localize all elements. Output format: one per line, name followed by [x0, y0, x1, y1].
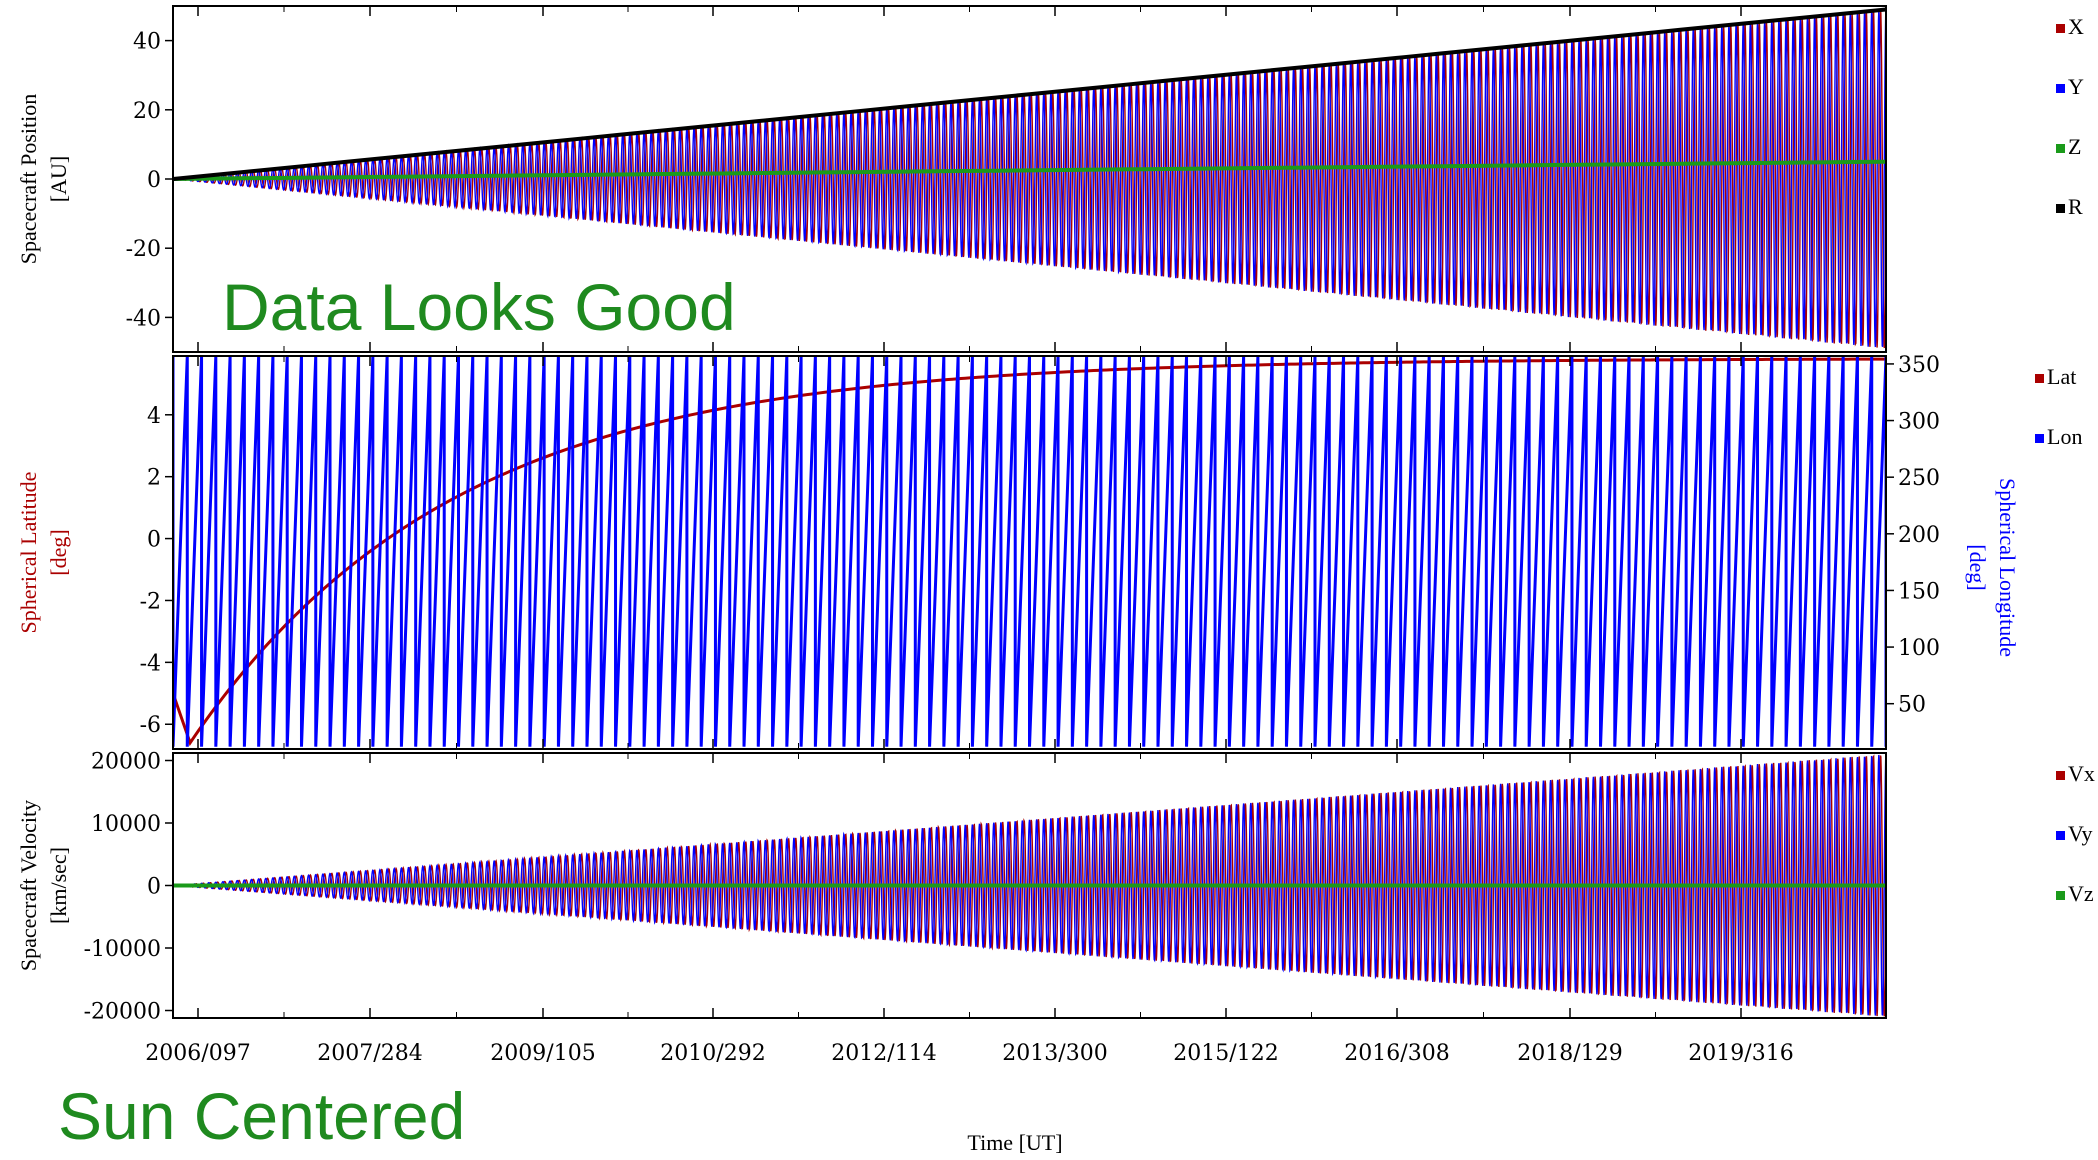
legend-label-Vx: Vx	[2068, 761, 2095, 786]
plot-area-position	[173, 7, 1886, 349]
y-right-axis-title: [deg]	[1965, 544, 1990, 590]
y-tick-label: 20	[133, 99, 161, 124]
y-axis-title: [km/sec]	[46, 847, 71, 924]
time-tick-label: 2007/284	[317, 1041, 422, 1066]
legend-label-Lon: Lon	[2047, 424, 2082, 449]
y-right-tick-label: 250	[1898, 466, 1940, 491]
y-tick-label: -6	[140, 713, 161, 738]
y-tick-label: 4	[147, 404, 161, 429]
legend-swatch-Vz	[2056, 891, 2065, 900]
data-looks-good-annotation: Data Looks Good	[222, 270, 736, 344]
panel-velocity: 20000 10000 0 -10000 -20000 Spacecraft Veloci…	[16, 750, 2095, 1025]
sun-centered-annotation: Sun Centered	[58, 1079, 466, 1153]
series-Vy	[173, 754, 1886, 1016]
legend-label-R: R	[2068, 194, 2083, 219]
plot-area-velocity	[173, 754, 1886, 1017]
y-right-tick-label: 150	[1898, 579, 1940, 604]
time-tick-label: 2019/316	[1688, 1041, 1793, 1066]
series-X	[173, 10, 1886, 349]
legend-label-Vz: Vz	[2068, 881, 2094, 906]
y-axis-title: Spherical Latitude	[16, 472, 41, 634]
y-tick-label: -2	[140, 589, 161, 614]
legend-label-Z: Z	[2068, 134, 2081, 159]
y-tick-label: 2	[147, 466, 161, 491]
y-right-tick-label: 100	[1898, 636, 1940, 661]
y-tick-label: 0	[147, 168, 161, 193]
time-axis-title: Time [UT]	[967, 1130, 1062, 1155]
legend-swatch-Z	[2056, 144, 2065, 153]
legend-label-Y: Y	[2068, 74, 2084, 99]
legend-swatch-Y	[2056, 84, 2065, 93]
time-tick-label: 2006/097	[145, 1041, 250, 1066]
panel-position: 40 20 0 -20 -40 Spacecraft Position [AU] X Y Z R	[16, 5, 2084, 353]
time-tick-label: 2009/105	[490, 1041, 595, 1066]
y-right-tick-label: 350	[1898, 353, 1940, 378]
time-tick-label: 2015/122	[1173, 1041, 1278, 1066]
y-tick-label: 0	[147, 875, 161, 900]
y-right-axis-title: Spherical Longitude	[1995, 478, 2020, 657]
y-tick-label: 40	[133, 30, 161, 55]
legend-swatch-Vx	[2056, 771, 2065, 780]
y-tick-label: 0	[147, 528, 161, 553]
y-tick-label: 20000	[91, 750, 161, 775]
time-tick-label: 2016/308	[1344, 1041, 1449, 1066]
y-axis-title: [deg]	[46, 529, 71, 575]
time-tick-label: 2013/300	[1002, 1041, 1107, 1066]
y-right-tick-label: 50	[1898, 693, 1926, 718]
time-tick-label: 2012/114	[831, 1041, 936, 1066]
y-tick-label: 10000	[91, 812, 161, 837]
legend-swatch-Lat	[2035, 374, 2044, 383]
legend-label-X: X	[2068, 14, 2084, 39]
y-right-tick-label: 300	[1898, 410, 1940, 435]
y-right-tick-label: 200	[1898, 523, 1940, 548]
legend-swatch-Lon	[2035, 434, 2044, 443]
plot-area-spherical	[173, 356, 1886, 747]
series-Lon	[173, 356, 1886, 747]
time-axis: 2006/097 2007/284 2009/105 2010/292 2012/114…	[145, 1041, 1793, 1155]
y-tick-label: -20000	[84, 1000, 161, 1025]
legend-swatch-R	[2056, 204, 2065, 213]
legend-label-Lat: Lat	[2047, 364, 2076, 389]
panel-spherical: 4 2 0 -2 -4 -6 350 300 250 200 150 100 50 Spherical L…	[16, 353, 2082, 750]
legend-label-Vy: Vy	[2068, 821, 2092, 846]
y-axis-title: Spacecraft Position	[16, 94, 41, 264]
y-axis-title: Spacecraft Velocity	[16, 800, 41, 971]
series-Z	[173, 159, 1886, 181]
series-R	[173, 7, 1886, 181]
y-tick-label: -4	[140, 651, 161, 676]
legend-swatch-Vy	[2056, 831, 2065, 840]
y-tick-label: -20	[126, 237, 161, 262]
y-tick-label: -40	[126, 306, 161, 331]
y-axis-title: [AU]	[46, 156, 71, 202]
time-tick-label: 2010/292	[660, 1041, 765, 1066]
y-tick-label: -10000	[84, 937, 161, 962]
time-tick-label: 2018/129	[1517, 1041, 1622, 1066]
legend-swatch-X	[2056, 24, 2065, 33]
panel-frame	[172, 355, 1887, 750]
